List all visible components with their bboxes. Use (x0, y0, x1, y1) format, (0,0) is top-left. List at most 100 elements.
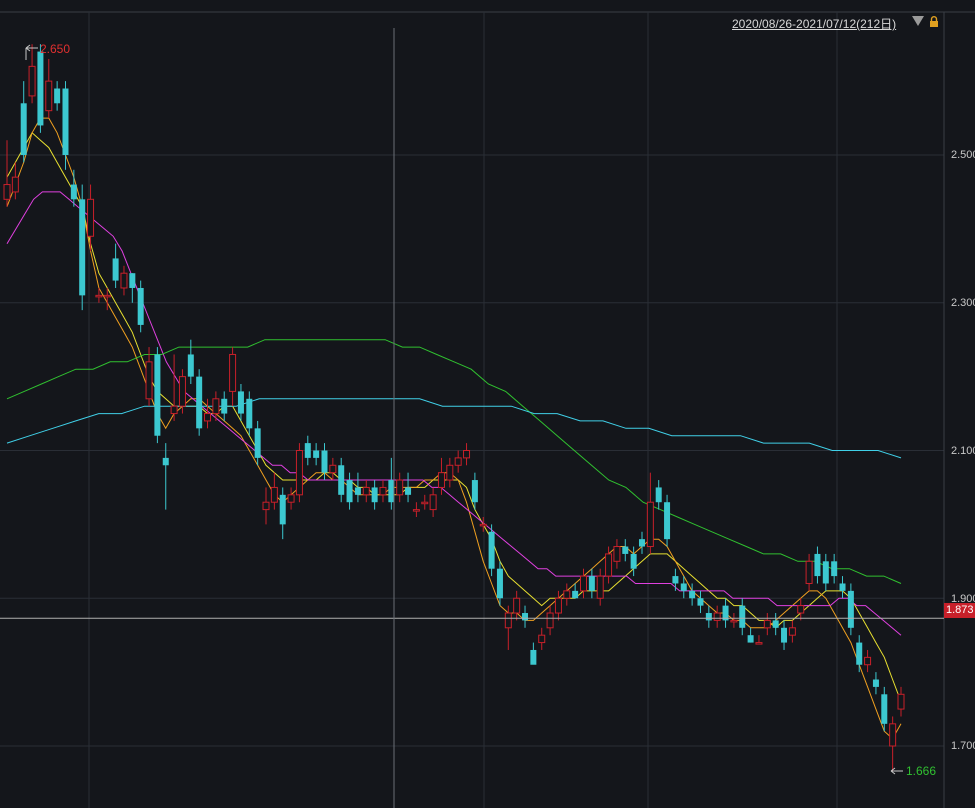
candle[interactable] (672, 568, 679, 591)
candle[interactable] (814, 546, 821, 584)
candle[interactable] (530, 642, 537, 665)
candle[interactable] (788, 620, 796, 643)
candle[interactable] (154, 347, 161, 444)
candle[interactable] (763, 613, 771, 636)
candle[interactable] (262, 487, 270, 525)
candle[interactable] (137, 280, 144, 333)
candle[interactable] (747, 627, 754, 643)
lock-icon[interactable] (929, 16, 939, 27)
candle[interactable] (554, 590, 562, 621)
candle[interactable] (246, 391, 253, 436)
candle[interactable] (354, 472, 361, 503)
candle[interactable] (212, 391, 220, 421)
candle[interactable] (162, 443, 169, 510)
candle[interactable] (396, 472, 404, 503)
candle[interactable] (655, 480, 662, 510)
candle[interactable] (3, 140, 11, 207)
candle[interactable] (605, 546, 613, 584)
candle[interactable] (496, 561, 503, 606)
candle[interactable] (295, 443, 303, 503)
candle[interactable] (237, 384, 244, 421)
candle[interactable] (622, 539, 629, 562)
candle[interactable] (28, 44, 36, 104)
candle[interactable] (120, 265, 128, 296)
candle[interactable] (471, 472, 478, 510)
candle[interactable] (546, 605, 554, 636)
candle[interactable] (839, 576, 846, 599)
candle[interactable] (129, 273, 136, 303)
candle[interactable] (371, 480, 378, 510)
candle[interactable] (722, 598, 729, 628)
candle[interactable] (87, 184, 95, 252)
candle[interactable] (730, 613, 738, 628)
candle[interactable] (463, 443, 471, 466)
candle[interactable] (62, 81, 69, 170)
candle[interactable] (580, 568, 588, 599)
triangle-down-icon[interactable] (912, 16, 924, 26)
candle[interactable] (504, 605, 512, 650)
candle[interactable] (379, 480, 387, 503)
candle[interactable] (321, 443, 328, 481)
candle[interactable] (437, 457, 445, 495)
candle[interactable] (797, 598, 805, 621)
candle[interactable] (304, 435, 311, 466)
candle[interactable] (112, 243, 119, 288)
candle[interactable] (329, 457, 337, 481)
candle[interactable] (479, 516, 487, 532)
candle[interactable] (145, 347, 153, 407)
candle[interactable] (103, 287, 111, 311)
candle[interactable] (664, 494, 671, 547)
candle[interactable] (229, 347, 237, 407)
candle[interactable] (872, 672, 879, 695)
candles[interactable] (3, 44, 905, 772)
candle[interactable] (20, 81, 27, 163)
candle[interactable] (689, 583, 696, 606)
candle[interactable] (405, 472, 412, 503)
candle[interactable] (313, 443, 320, 466)
candle[interactable] (287, 487, 295, 510)
candle[interactable] (864, 649, 872, 673)
candle[interactable] (739, 598, 746, 636)
candle[interactable] (822, 553, 829, 591)
candle[interactable] (596, 568, 604, 606)
candle[interactable] (388, 457, 395, 510)
candle[interactable] (897, 686, 905, 717)
candle[interactable] (697, 590, 704, 614)
candle[interactable] (221, 391, 228, 421)
candle[interactable] (279, 487, 286, 540)
candle[interactable] (805, 553, 813, 591)
candle[interactable] (713, 605, 721, 628)
candle[interactable] (538, 627, 546, 650)
candle[interactable] (630, 546, 637, 577)
candle[interactable] (11, 162, 19, 200)
candle[interactable] (204, 398, 212, 429)
candle[interactable] (572, 583, 579, 599)
candle[interactable] (270, 472, 278, 510)
candle[interactable] (588, 568, 595, 599)
candle[interactable] (889, 716, 897, 772)
candle[interactable] (254, 420, 261, 466)
candle[interactable] (346, 472, 353, 510)
candle[interactable] (772, 613, 779, 636)
candle[interactable] (563, 583, 571, 606)
candle[interactable] (196, 369, 203, 436)
candle[interactable] (646, 472, 654, 554)
candle[interactable] (613, 539, 621, 569)
candle[interactable] (755, 635, 763, 645)
candle[interactable] (847, 583, 854, 636)
candle[interactable] (170, 354, 178, 421)
candle[interactable] (488, 524, 495, 577)
candle[interactable] (45, 58, 53, 119)
candle[interactable] (781, 620, 788, 650)
candle[interactable] (37, 44, 44, 133)
candle[interactable] (178, 369, 186, 414)
candle[interactable] (881, 686, 888, 732)
candle[interactable] (79, 184, 86, 311)
candle[interactable] (680, 576, 687, 599)
candle[interactable] (522, 605, 529, 628)
candle[interactable] (446, 457, 454, 488)
candle[interactable] (187, 339, 194, 385)
candle[interactable] (454, 450, 462, 473)
candle[interactable] (70, 169, 77, 207)
